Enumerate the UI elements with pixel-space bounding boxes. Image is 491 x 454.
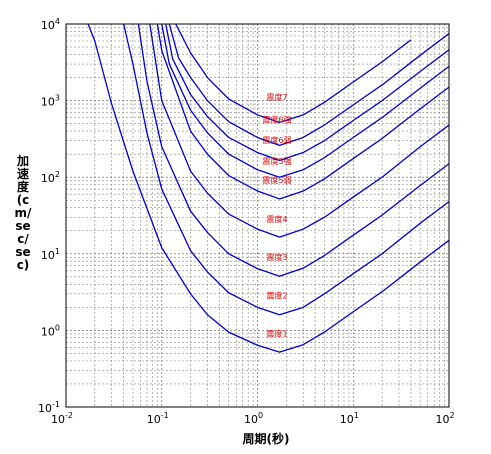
x-axis-label: 周期(秒) [242, 432, 290, 446]
plot-frame [65, 23, 450, 408]
y-tick-label: 10-1 [38, 400, 60, 415]
x-tick-label: 10-2 [51, 411, 73, 426]
series-line-7 [165, 24, 449, 162]
series-line-5 [156, 24, 449, 200]
x-tick-labels: 10-2 10-1 100 101 102 [51, 411, 455, 426]
y-tick-label: 102 [41, 170, 60, 185]
series-line-4 [149, 24, 449, 238]
series-line-2 [123, 24, 449, 316]
series-label-5: 震度5弱 [262, 175, 291, 185]
x-tick-label: 101 [340, 411, 359, 426]
series-label-4: 震度4 [266, 214, 287, 224]
y-tick-label: 100 [41, 323, 60, 338]
x-tick-label: 100 [244, 411, 263, 426]
series-line-9 [175, 24, 412, 123]
series-label-3: 震度3 [266, 252, 287, 262]
y-tick-label: 101 [41, 247, 60, 262]
x-tick-label: 102 [435, 411, 454, 426]
series-label-2: 震度2 [266, 291, 287, 301]
series-label-1: 震度1 [266, 328, 287, 338]
series-line-1 [87, 24, 449, 353]
y-tick-label: 104 [41, 17, 60, 32]
series-label-6: 震度5強 [262, 156, 291, 166]
series-label-9: 震度7 [266, 92, 287, 102]
y-axis-label: 加速度(cm/sec/sec) [14, 154, 32, 272]
series-line-8 [168, 24, 449, 147]
y-tick-labels: 10-1 100 101 102 103 104 [38, 17, 60, 415]
y-tick-label: 103 [41, 94, 60, 109]
series-label-8: 震度6強 [262, 114, 291, 124]
series-labels: 震度1 震度2 震度3 震度4 震度5弱 震度5強 震度6弱 震度6強 震度7 [262, 92, 291, 338]
series-label-7: 震度6弱 [262, 135, 291, 145]
series-lines [87, 24, 449, 353]
x-tick-label: 10-1 [147, 411, 169, 426]
series-line-3 [137, 24, 449, 277]
series-line-6 [161, 24, 449, 178]
